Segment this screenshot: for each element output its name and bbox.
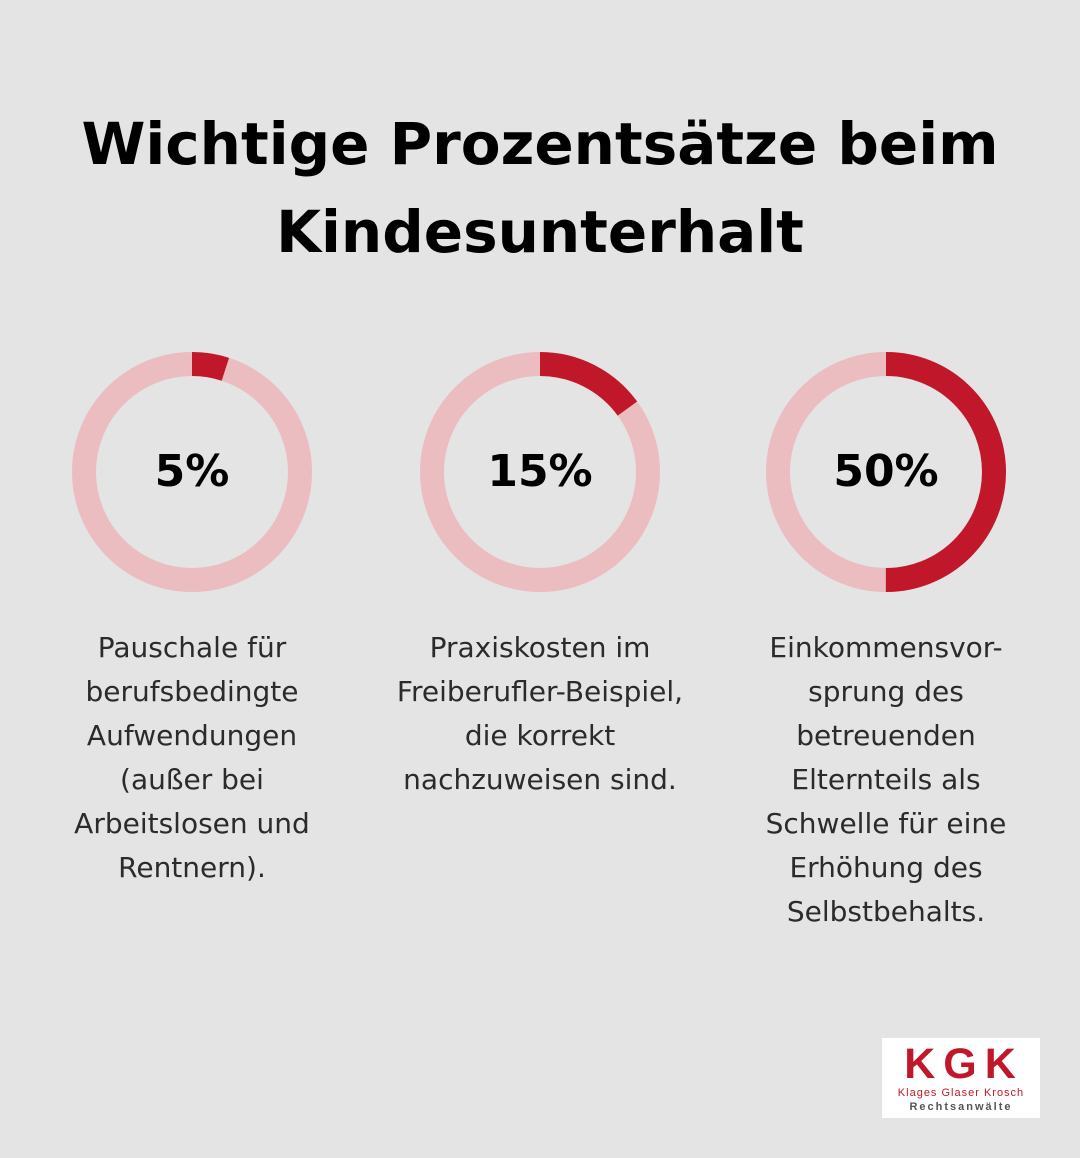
- donut-svg-2: [420, 352, 660, 592]
- stat-value-3: 50%: [833, 446, 939, 497]
- logo-letters: KGK: [904, 1040, 1024, 1088]
- donut-chart-2: 15%: [418, 350, 662, 594]
- donut-arc-1: [72, 352, 312, 592]
- stat-description-1: Pauschale für berufsbedingte Aufwendunge…: [74, 631, 310, 884]
- donut-chart-1: 5%: [70, 350, 314, 594]
- stat-description-3: Einkommensvor-sprung des betreuenden Elt…: [765, 631, 1007, 928]
- logo-names: Klages Glaser Krosch: [897, 1087, 1025, 1099]
- donut-svg-3: [766, 352, 1006, 592]
- logo-subtitle: Rechtsanwälte: [909, 1101, 1013, 1113]
- kgk-logo: KGK Klages Glaser Krosch Rechtsanwälte: [882, 1038, 1040, 1118]
- stat-card-1: 5% Pauschale für berufsbedingte Aufwendu…: [42, 350, 342, 890]
- donut-arc-3: [766, 352, 1006, 592]
- page-title: Wichtige Prozentsätze beim Kindesunterha…: [81, 110, 999, 266]
- stat-value-2: 15%: [487, 446, 593, 497]
- donut-arc-2: [420, 352, 660, 592]
- stat-card-3: 50% Einkommensvor-sprung des betreuenden…: [736, 350, 1036, 934]
- stat-value-1: 5%: [154, 446, 230, 497]
- donut-svg-1: [72, 352, 312, 592]
- stat-card-2: 15% Praxiskosten im Freiberufler-Beispie…: [390, 350, 690, 802]
- stat-description-2: Praxiskosten im Freiberufler-Beispiel, d…: [396, 631, 684, 796]
- donut-chart-3: 50%: [764, 350, 1008, 594]
